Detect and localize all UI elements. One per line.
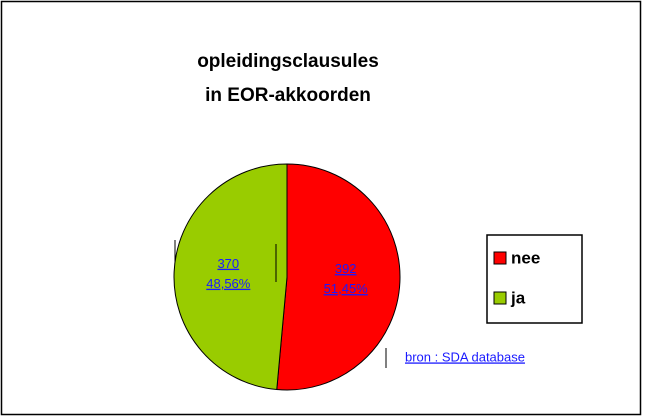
- legend-label: ja: [510, 288, 526, 307]
- chart-title: in EOR-akkoorden: [205, 85, 371, 106]
- legend: [486, 234, 583, 324]
- pie-slice: [173, 163, 288, 391]
- legend-swatch: [493, 291, 507, 305]
- legend-label: nee: [511, 248, 540, 267]
- pie-slice: [276, 163, 401, 391]
- data-label: 48,56%: [206, 276, 251, 291]
- legend-swatch: [493, 251, 507, 265]
- chart-title: opleidingsclausules: [197, 51, 379, 72]
- source: bron : SDA database: [405, 349, 525, 364]
- data-label: 392: [335, 261, 357, 276]
- data-label: 370: [217, 256, 239, 271]
- data-label: 51,45%: [324, 281, 369, 296]
